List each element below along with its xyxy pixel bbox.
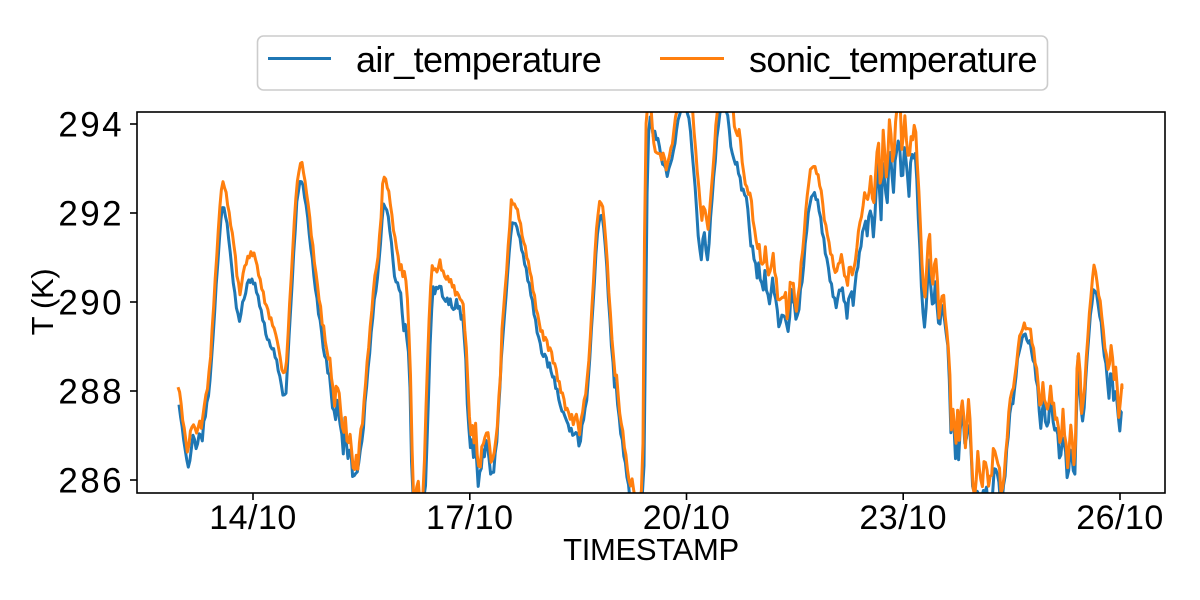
svg-text:T (K): T (K) <box>25 269 60 336</box>
svg-text:292: 292 <box>58 195 124 234</box>
svg-text:sonic_temperature: sonic_temperature <box>749 39 1037 80</box>
svg-text:17/10: 17/10 <box>426 499 514 537</box>
svg-text:TIMESTAMP: TIMESTAMP <box>563 532 739 567</box>
svg-text:294: 294 <box>58 106 124 145</box>
svg-text:286: 286 <box>58 462 124 501</box>
svg-text:air_temperature: air_temperature <box>356 39 601 80</box>
svg-text:23/10: 23/10 <box>859 499 947 537</box>
svg-text:14/10: 14/10 <box>209 499 297 537</box>
svg-text:26/10: 26/10 <box>1076 499 1164 537</box>
svg-text:20/10: 20/10 <box>643 499 731 537</box>
svg-text:288: 288 <box>58 373 124 412</box>
svg-text:290: 290 <box>58 284 124 323</box>
